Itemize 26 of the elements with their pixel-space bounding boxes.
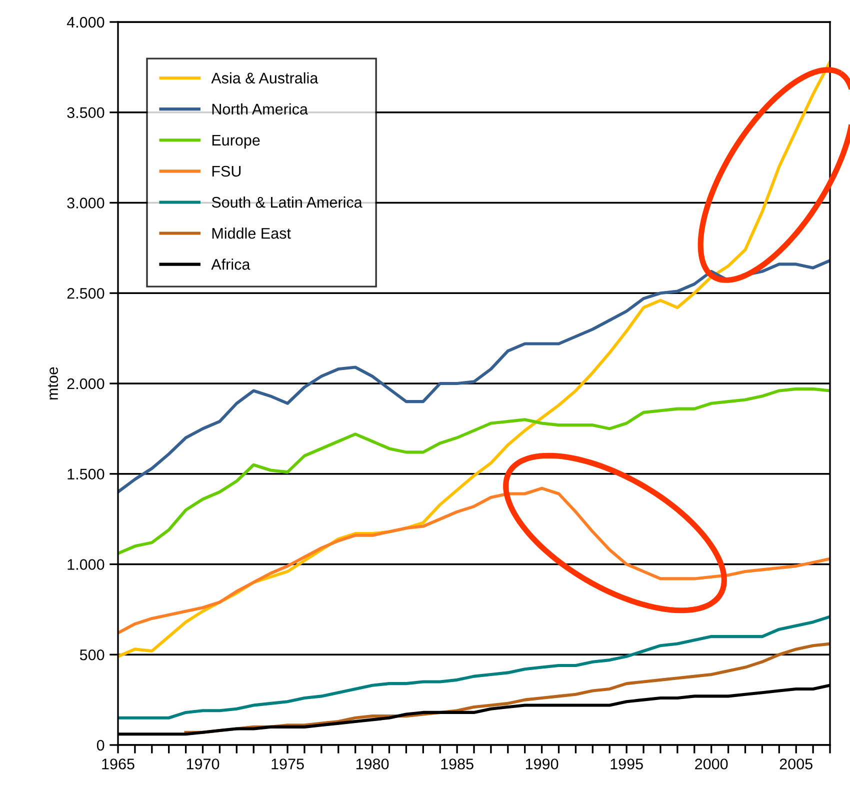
x-tick-label: 1965 (102, 758, 134, 770)
y-tick-label: 2.500 (67, 288, 104, 299)
y-tick-label: 3.500 (67, 107, 104, 118)
x-tick-label: 1995 (610, 758, 643, 770)
x-tick-label: 1970 (186, 758, 220, 770)
x-tick-label: 1980 (356, 758, 389, 770)
x-tick-label: 2000 (695, 758, 728, 770)
legend-label: Europe (212, 134, 260, 149)
legend-label: FSU (212, 166, 241, 177)
legend-label: North America (212, 103, 308, 115)
y-tick-label: 4.000 (66, 16, 104, 28)
x-tick-label: 1975 (272, 758, 304, 770)
legend-label: Asia & Australia (211, 72, 318, 84)
y-tick-label: 2.000 (67, 378, 104, 390)
legend-label: South & Latin America (212, 196, 362, 208)
y-tick-label: 0 (96, 740, 104, 751)
y-axis-title: mtoe (48, 367, 58, 400)
legend-label: Middle East (212, 228, 291, 239)
legend-label: Africa (211, 258, 250, 270)
y-tick-label: 1.500 (68, 468, 104, 480)
x-tick-label: 2005 (780, 758, 812, 770)
y-tick-label: 500 (80, 649, 104, 660)
y-tick-label: 1.000 (68, 559, 104, 570)
x-tick-label: 1985 (441, 758, 474, 770)
y-tick-label: 3.000 (67, 198, 104, 208)
x-tick-label: 1990 (526, 758, 558, 770)
